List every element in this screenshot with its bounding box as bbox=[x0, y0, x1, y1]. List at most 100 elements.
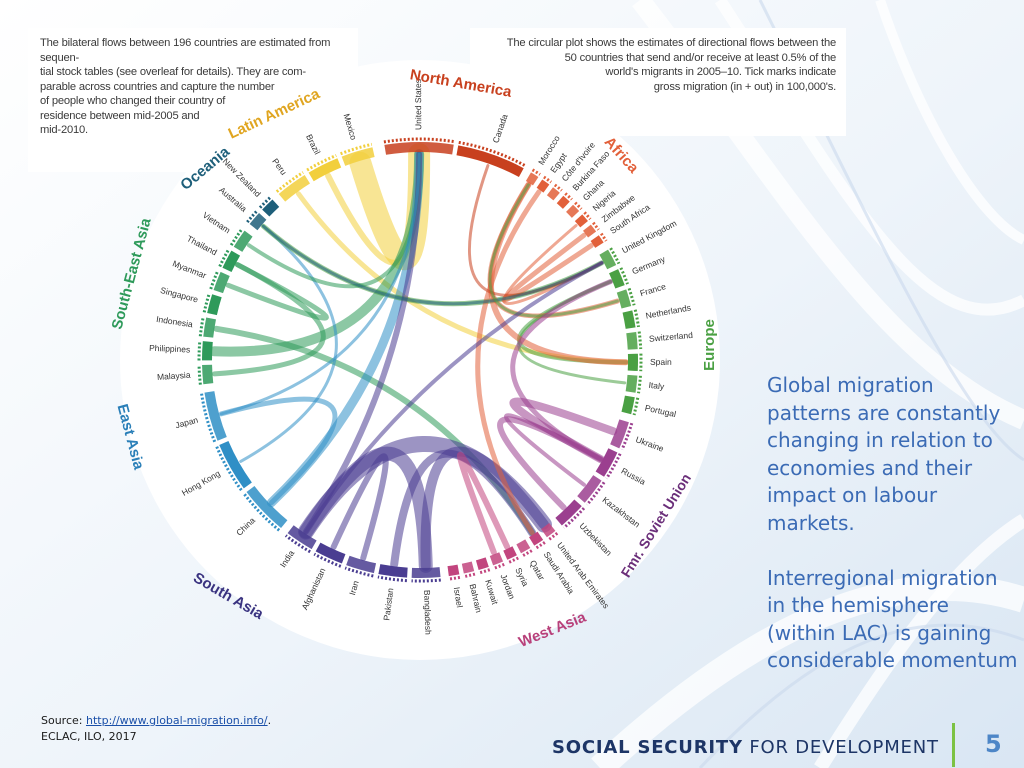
tick-strip bbox=[202, 292, 211, 313]
migration-chord bbox=[475, 189, 542, 536]
migration-chord bbox=[219, 152, 421, 416]
country-arc bbox=[583, 224, 597, 238]
tick-strip bbox=[633, 309, 640, 328]
country-arc bbox=[556, 195, 570, 209]
country-label: Spain bbox=[650, 357, 672, 367]
tick-strip bbox=[229, 227, 244, 246]
country-arc bbox=[447, 564, 460, 577]
country-arc bbox=[308, 158, 342, 182]
tick-strip bbox=[637, 375, 642, 394]
country-arc bbox=[610, 419, 629, 449]
tick-strip bbox=[215, 445, 243, 491]
country-arc bbox=[202, 364, 214, 385]
country-label: Iran bbox=[347, 579, 361, 596]
tick-strip bbox=[493, 562, 505, 570]
tick-strip bbox=[275, 171, 304, 193]
tick-strip bbox=[200, 392, 217, 443]
tick-strip bbox=[531, 168, 541, 176]
tick-strip bbox=[449, 575, 461, 581]
tick-strip bbox=[620, 422, 634, 451]
source-suffix: . bbox=[267, 714, 272, 727]
migration-chord bbox=[503, 413, 603, 487]
tick-strip bbox=[284, 534, 311, 554]
country-label: Italy bbox=[648, 380, 665, 392]
migration-chord bbox=[303, 151, 423, 535]
country-arc bbox=[555, 499, 582, 526]
country-arc bbox=[475, 557, 489, 570]
tick-strip bbox=[574, 201, 583, 211]
country-label: Bangladesh bbox=[422, 590, 433, 635]
tick-strip bbox=[464, 572, 476, 578]
tick-strip bbox=[609, 247, 621, 265]
tick-strip bbox=[619, 267, 629, 285]
tick-strip bbox=[543, 175, 553, 184]
source-label: Source: bbox=[41, 714, 86, 727]
country-arc bbox=[384, 142, 454, 155]
tick-strip bbox=[547, 532, 559, 541]
tick-strip bbox=[585, 481, 606, 506]
migration-chord bbox=[456, 451, 511, 556]
country-arc bbox=[516, 539, 531, 554]
source-organisations: ECLAC, ILO, 2017 bbox=[41, 730, 137, 743]
tick-strip bbox=[637, 331, 643, 350]
tick-strip bbox=[564, 192, 573, 201]
tick-strip bbox=[377, 575, 407, 583]
tick-strip bbox=[535, 541, 546, 550]
tick-strip bbox=[209, 270, 220, 290]
tick-strip bbox=[258, 196, 272, 209]
country-arc bbox=[595, 448, 618, 477]
tick-strip bbox=[507, 556, 519, 564]
tick-strip bbox=[242, 492, 281, 532]
country-arc bbox=[233, 230, 253, 252]
footer-divider bbox=[952, 723, 955, 767]
tick-marks bbox=[197, 137, 643, 583]
source-link[interactable]: http://www.global-migration.info/ bbox=[85, 714, 268, 727]
country-arc bbox=[246, 485, 288, 528]
migration-chord bbox=[218, 396, 338, 506]
country-arc bbox=[461, 561, 475, 574]
country-arc bbox=[616, 289, 632, 309]
tick-strip bbox=[479, 568, 491, 575]
tick-strip bbox=[197, 340, 202, 361]
country-arc bbox=[566, 204, 580, 218]
country-arc bbox=[219, 441, 252, 489]
side-text-paragraph: Interregional migration in the hemispher… bbox=[767, 565, 1018, 673]
country-arc bbox=[262, 199, 280, 217]
country-arc bbox=[599, 249, 617, 270]
country-arc bbox=[627, 353, 638, 372]
tick-strip bbox=[411, 578, 441, 583]
country-arc bbox=[456, 145, 524, 178]
tick-strip bbox=[313, 552, 342, 568]
country-arc bbox=[341, 147, 375, 166]
country-label: United States bbox=[413, 79, 423, 130]
country-arc bbox=[202, 341, 213, 361]
tick-strip bbox=[562, 507, 586, 529]
country-arc bbox=[609, 269, 625, 289]
country-arc bbox=[590, 235, 604, 248]
country-label: Pakistan bbox=[381, 587, 395, 621]
tick-strip bbox=[592, 221, 600, 231]
tick-strip bbox=[605, 453, 622, 480]
migration-chords bbox=[209, 143, 629, 573]
country-arc bbox=[541, 523, 556, 538]
migration-chord bbox=[239, 224, 338, 463]
country-label: Switzerland bbox=[649, 330, 694, 344]
country-arc bbox=[489, 552, 504, 566]
country-arc bbox=[222, 250, 241, 273]
country-arc bbox=[278, 174, 310, 202]
tick-strip bbox=[218, 248, 231, 268]
migration-chord bbox=[420, 446, 549, 571]
tick-strip bbox=[521, 549, 533, 558]
country-arc bbox=[525, 172, 539, 186]
migration-chord bbox=[510, 279, 613, 462]
figure-caption-right: The circular plot shows the estimates of… bbox=[470, 28, 846, 136]
country-arc bbox=[625, 374, 638, 393]
side-commentary: Global migration patterns are constantly… bbox=[767, 372, 1019, 675]
tick-strip bbox=[306, 154, 337, 172]
country-arc bbox=[411, 567, 441, 578]
country-arc bbox=[621, 395, 635, 415]
country-arc bbox=[536, 179, 550, 193]
side-text-paragraph: Global migration patterns are constantly… bbox=[767, 373, 1001, 535]
footer-brand: SOCIAL SECURITY FOR DEVELOPMENT bbox=[552, 737, 939, 758]
